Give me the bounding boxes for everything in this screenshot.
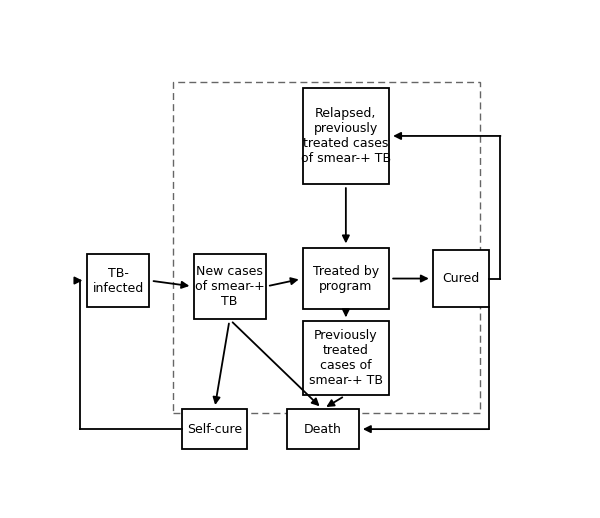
Bar xyxy=(303,321,389,395)
Text: Self-cure: Self-cure xyxy=(187,423,242,436)
Text: TB-
infected: TB- infected xyxy=(92,267,143,295)
Bar xyxy=(303,248,389,309)
Text: Previously
treated
cases of
smear-+ TB: Previously treated cases of smear-+ TB xyxy=(309,329,383,387)
Bar xyxy=(287,409,359,449)
Bar xyxy=(173,82,479,413)
Bar xyxy=(86,254,149,308)
Bar xyxy=(303,88,389,184)
Bar xyxy=(182,409,247,449)
Text: New cases
of smear-+
TB: New cases of smear-+ TB xyxy=(195,265,265,308)
Bar xyxy=(433,250,489,308)
Bar xyxy=(194,254,266,320)
Text: Death: Death xyxy=(304,423,341,436)
Text: Relapsed,
previously
treated cases
of smear-+ TB: Relapsed, previously treated cases of sm… xyxy=(301,107,391,165)
Text: Cured: Cured xyxy=(442,272,479,285)
Text: Treated by
program: Treated by program xyxy=(313,265,379,293)
